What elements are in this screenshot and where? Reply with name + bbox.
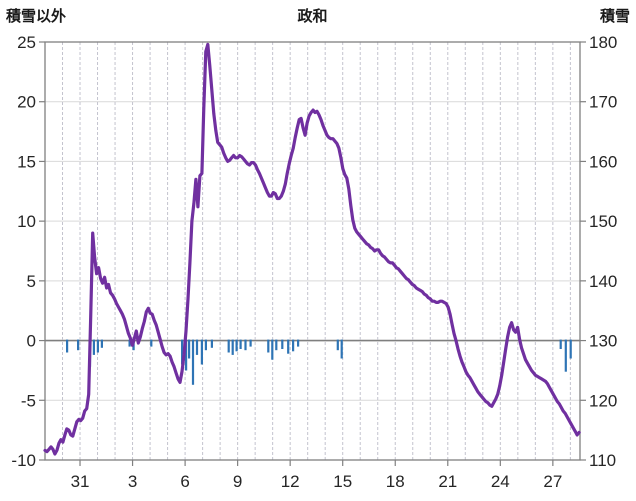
- snow-bars: [92, 339, 95, 355]
- snow-bars: [275, 339, 278, 351]
- snow-bars: [100, 339, 103, 348]
- snow-bars: [569, 339, 572, 359]
- right-tick-label: 110: [589, 451, 616, 470]
- x-tick-label: 15: [333, 472, 352, 491]
- left-axis-title: 積雪以外: [6, 8, 67, 25]
- snow-bars: [336, 339, 339, 351]
- x-tick-label: 18: [386, 472, 405, 491]
- left-tick-label: -10: [11, 451, 36, 470]
- right-tick-label: 150: [589, 212, 617, 231]
- right-tick-label: 160: [589, 152, 617, 171]
- left-tick-label: 25: [17, 33, 36, 52]
- snow-bars: [150, 339, 153, 347]
- snow-bars: [559, 339, 562, 349]
- left-tick-label: -5: [21, 391, 36, 410]
- right-tick-label: 180: [589, 33, 617, 52]
- snow-bars: [249, 339, 252, 347]
- left-tick-label: 15: [17, 152, 36, 171]
- snow-bars: [200, 339, 203, 365]
- snow-bars: [191, 339, 195, 385]
- snow-bars: [185, 339, 188, 371]
- x-tick-label: 3: [128, 472, 137, 491]
- snow-bars: [340, 339, 343, 359]
- snow-bars: [235, 339, 238, 352]
- x-tick-label: 9: [233, 472, 242, 491]
- snow-bars: [227, 339, 230, 353]
- snow-bars: [210, 339, 213, 348]
- snow-bars: [271, 339, 274, 360]
- x-tick-label: 12: [281, 472, 300, 491]
- x-tick-label: 6: [180, 472, 189, 491]
- snow-bars: [281, 339, 284, 349]
- snow-bars: [292, 339, 295, 352]
- snow-bars: [66, 339, 69, 353]
- x-tick-label: 31: [71, 472, 90, 491]
- x-tick-label: 24: [491, 472, 510, 491]
- chart-title: 政和: [297, 8, 328, 25]
- plot-border: [44, 41, 581, 461]
- snow-bars: [564, 339, 567, 372]
- right-axis-title: 積雪: [599, 8, 630, 25]
- left-tick-label: 20: [17, 93, 36, 112]
- left-tick-label: 5: [27, 272, 36, 291]
- snow-bars: [181, 339, 184, 365]
- snow-bars: [188, 339, 191, 359]
- snow-bars: [297, 339, 300, 347]
- right-tick-label: 170: [589, 93, 617, 112]
- snow-bars: [204, 339, 207, 351]
- left-tick-label: 10: [17, 212, 36, 231]
- snow-bars: [195, 339, 199, 355]
- snow-bars: [267, 339, 270, 353]
- x-tick-label: 21: [438, 472, 457, 491]
- snow-bars: [244, 339, 247, 351]
- left-tick-label: 0: [27, 332, 36, 351]
- snow-bars: [287, 339, 290, 354]
- non-snow-line: [43, 42, 581, 456]
- snow-bars: [231, 339, 234, 355]
- snow-bars: [128, 339, 131, 347]
- snow-bars: [96, 339, 99, 353]
- x-tick-label: 27: [543, 472, 562, 491]
- right-tick-label: 130: [589, 332, 617, 351]
- snow-bars: [239, 339, 242, 349]
- right-tick-label: 120: [589, 391, 617, 410]
- right-tick-label: 140: [589, 272, 617, 291]
- snow-bars: [77, 339, 80, 351]
